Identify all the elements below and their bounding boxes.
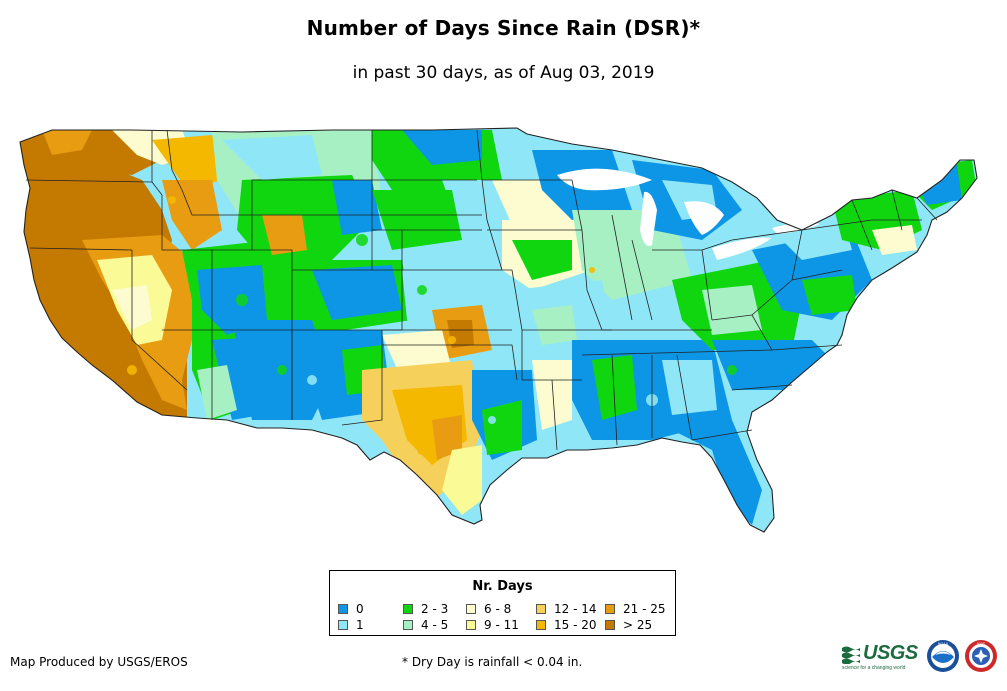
legend-item: > 25: [605, 618, 652, 632]
usgs-wordmark: USGS: [863, 642, 918, 664]
legend-swatch: [466, 604, 476, 614]
legend-item: 4 - 5: [403, 618, 448, 632]
legend-label: 0: [356, 602, 364, 616]
agency-logos: USGS science for a changing world NOAA N…: [842, 638, 1002, 678]
legend-item: 21 - 25: [605, 602, 666, 616]
legend-swatch: [338, 620, 348, 630]
legend-item: 6 - 8: [466, 602, 511, 616]
legend-item: 9 - 11: [466, 618, 519, 632]
nws-text: NWS: [977, 642, 986, 646]
us-dsr-map: [19, 127, 978, 533]
legend-swatch: [338, 604, 348, 614]
legend-label: 4 - 5: [421, 618, 449, 632]
usgs-wave-icon: [842, 646, 860, 664]
legend-swatch: [466, 620, 476, 630]
map-subtitle: in past 30 days, as of Aug 03, 2019: [352, 63, 655, 83]
legend: Nr. Days 0 1 2 - 3 4 - 5 6 - 8 9 - 11 12 - 14 1…: [329, 570, 676, 636]
producer-credit: Map Produced by USGS/EROS: [10, 655, 188, 669]
legend-swatch: [536, 604, 546, 614]
legend-title: Nr. Days: [472, 579, 533, 594]
legend-label: 21 - 25: [623, 602, 666, 616]
legend-item: 0: [338, 602, 364, 616]
legend-swatch: [403, 620, 413, 630]
nws-logo-icon: NWS: [965, 640, 997, 672]
legend-item: 1: [338, 618, 364, 632]
noaa-text: NOAA: [938, 642, 949, 646]
legend-label: 6 - 8: [484, 602, 512, 616]
usgs-tagline: science for a changing world: [842, 665, 906, 671]
legend-label: > 25: [623, 618, 653, 632]
legend-item: 15 - 20: [536, 618, 597, 632]
legend-swatch: [605, 604, 615, 614]
legend-label: 12 - 14: [554, 602, 597, 616]
legend-label: 2 - 3: [421, 602, 449, 616]
legend-swatch: [605, 620, 615, 630]
legend-item: 2 - 3: [403, 602, 448, 616]
legend-label: 1: [356, 618, 364, 632]
noaa-logo-icon: NOAA: [927, 640, 959, 672]
legend-label: 15 - 20: [554, 618, 597, 632]
legend-label: 9 - 11: [484, 618, 519, 632]
dry-day-footnote: * Dry Day is rainfall < 0.04 in.: [402, 655, 583, 669]
legend-swatch: [403, 604, 413, 614]
usgs-logo-icon: USGS: [842, 642, 918, 665]
map-title: Number of Days Since Rain (DSR)*: [306, 16, 701, 40]
legend-swatch: [536, 620, 546, 630]
legend-item: 12 - 14: [536, 602, 597, 616]
